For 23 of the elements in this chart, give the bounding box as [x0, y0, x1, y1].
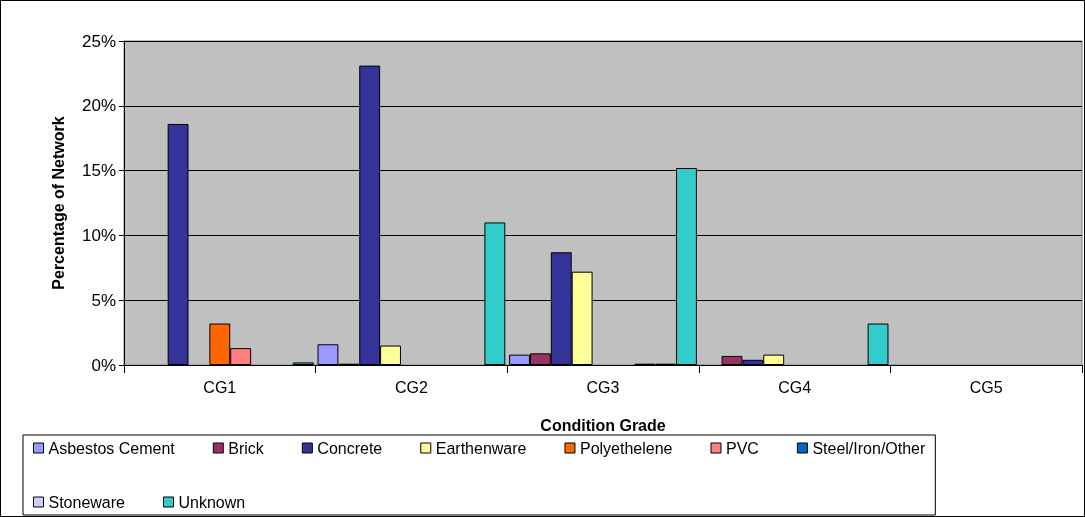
legend-label: Polyethelene	[579, 439, 673, 457]
y-tick-label: 10%	[81, 225, 116, 245]
legend-label: Unknown	[178, 493, 246, 511]
legend-label: Concrete	[317, 439, 383, 457]
x-axis-title: Condition Grade	[540, 416, 666, 434]
y-tick-label: 5%	[91, 290, 116, 310]
y-tick-label: 0%	[91, 355, 116, 375]
y-tick-label: 15%	[81, 161, 116, 181]
legend-label: Earthenware	[435, 439, 527, 457]
legend-label: Steel/Iron/Other	[812, 439, 927, 457]
y-tick-label: 25%	[81, 31, 116, 51]
x-tick-label: CG4	[778, 378, 812, 396]
legend-label: PVC	[725, 439, 759, 457]
x-tick-label: CG3	[586, 378, 620, 396]
bar	[867, 323, 889, 365]
x-tick-label: CG1	[203, 378, 237, 396]
legend-label: Asbestos Cement	[48, 439, 176, 457]
legend-label: Brick	[228, 439, 265, 457]
legend-label: Stoneware	[48, 493, 126, 511]
x-tick-label: CG5	[969, 378, 1003, 396]
y-tick-label: 20%	[81, 96, 116, 116]
x-tick-label: CG2	[394, 378, 428, 396]
y-axis-title: Percentage of Network	[49, 116, 67, 290]
